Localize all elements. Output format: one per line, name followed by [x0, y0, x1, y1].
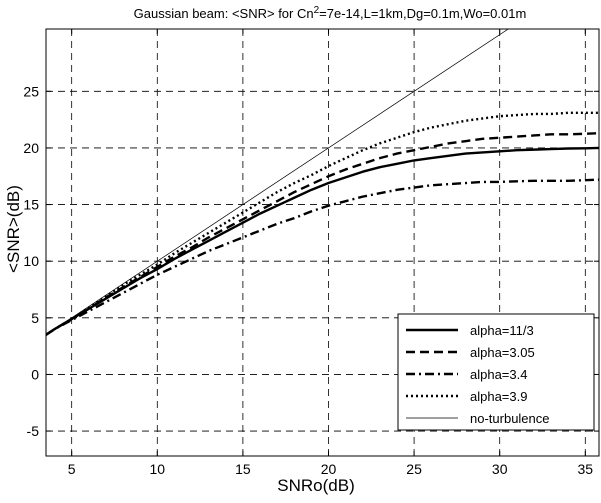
legend-label-1: alpha=11/3: [470, 323, 534, 338]
y-tick-label: 0: [31, 366, 39, 382]
series-line-4: [46, 111, 599, 336]
series-line-5: [46, 29, 509, 336]
series-line-3: [46, 178, 599, 336]
y-tick-label: 15: [23, 197, 39, 213]
y-axis-label: <SNR>(dB): [4, 185, 23, 273]
x-tick-label: 35: [578, 461, 594, 477]
y-tick-labels: -5 0 5 10 15 20 25: [23, 83, 39, 439]
ticks: [46, 29, 599, 456]
legend-items: alpha=11/3 alpha=3.05 alpha=3.4 alpha=3.9 no…: [406, 323, 550, 426]
x-tick-labels: 5 10 15 20 25 30 35: [68, 461, 594, 477]
legend-label-2: alpha=3.05: [470, 345, 535, 360]
plot-frame: [45, 28, 600, 457]
x-tick-label: 25: [406, 461, 422, 477]
x-axis-label: SNRo(dB): [277, 476, 354, 495]
chart-title-suffix: =7e-14,L=1km,Dg=0.1m,Wo=0.01m: [319, 6, 526, 21]
x-tick-label: 15: [235, 461, 251, 477]
x-tick-label: 10: [149, 461, 165, 477]
chart-title-prefix: Gaussian beam: <SNR> for Cn: [134, 6, 314, 21]
chart-title-superscript: 2: [314, 5, 320, 16]
y-tick-label: -5: [27, 423, 40, 439]
y-tick-label: 5: [31, 310, 39, 326]
legend: alpha=11/3 alpha=3.05 alpha=3.4 alpha=3.9 no…: [397, 313, 595, 431]
x-tick-label: 5: [68, 461, 76, 477]
y-tick-label: 10: [23, 253, 39, 269]
x-tick-label: 20: [321, 461, 337, 477]
legend-box: [397, 313, 595, 431]
series-line-2: [46, 132, 599, 336]
series-group: [46, 29, 599, 336]
y-tick-label: 25: [23, 83, 39, 99]
chart-title: Gaussian beam: <SNR> for Cn2=7e-14,L=1km…: [134, 5, 527, 21]
y-tick-label: 20: [23, 140, 39, 156]
legend-label-3: alpha=3.4: [470, 367, 527, 382]
legend-label-5: no-turbulence: [470, 411, 550, 426]
x-tick-label: 30: [492, 461, 508, 477]
legend-label-4: alpha=3.9: [470, 389, 527, 404]
